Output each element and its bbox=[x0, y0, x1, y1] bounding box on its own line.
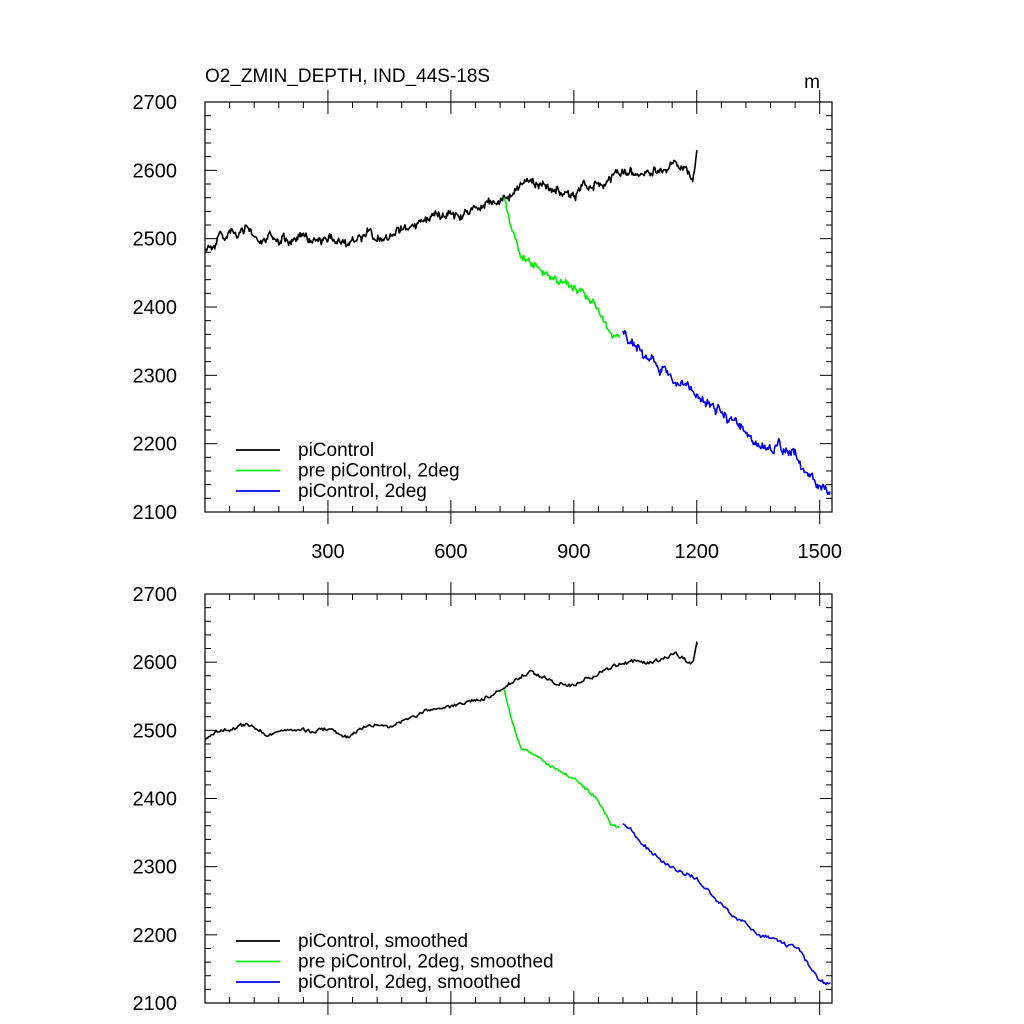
legend-label-1: pre piControl, 2deg, smoothed bbox=[298, 952, 554, 973]
legend-label-2: piControl, 2deg, smoothed bbox=[298, 972, 521, 993]
x-tick-label: 600 bbox=[434, 541, 467, 563]
y-tick-label: 2700 bbox=[133, 584, 178, 606]
y-tick-label: 2200 bbox=[133, 925, 178, 947]
y-tick-label: 2300 bbox=[133, 857, 178, 879]
y-tick-label: 2700 bbox=[133, 92, 178, 114]
legend-label-1: pre piControl, 2deg bbox=[298, 461, 460, 482]
y-tick-label: 2600 bbox=[133, 160, 178, 182]
legend-label-0: piControl bbox=[298, 440, 374, 461]
x-tick-label: 1500 bbox=[797, 541, 842, 563]
series-line-1 bbox=[503, 689, 620, 829]
bottom-panel: 2100 2200 2300 2400 2500 2600 2700 piControl, s… bbox=[133, 582, 833, 1015]
series-line-2 bbox=[622, 330, 831, 496]
series-line-2 bbox=[622, 823, 831, 986]
y-tick-label: 2100 bbox=[133, 993, 178, 1015]
x-tick-label: 1200 bbox=[675, 541, 720, 563]
chart-title: O2_ZMIN_DEPTH, IND_44S-18S bbox=[205, 66, 490, 87]
series-line-0 bbox=[204, 149, 698, 252]
series-line-1 bbox=[503, 197, 620, 340]
y-tick-label: 2500 bbox=[133, 720, 178, 742]
y-tick-label: 2600 bbox=[133, 652, 178, 674]
y-tick-label: 2400 bbox=[133, 297, 178, 319]
y-tick-label: 2400 bbox=[133, 789, 178, 811]
x-tick-label: 900 bbox=[557, 541, 590, 563]
legend-label-0: piControl, smoothed bbox=[298, 931, 468, 952]
y-tick-label: 2200 bbox=[133, 434, 178, 456]
series-line-0 bbox=[204, 641, 698, 741]
legend-label-2: piControl, 2deg bbox=[298, 481, 427, 502]
y-tick-label: 2300 bbox=[133, 365, 178, 387]
x-tick-label: 300 bbox=[311, 541, 344, 563]
y-tick-label: 2100 bbox=[133, 502, 178, 524]
units-label: m bbox=[804, 72, 820, 93]
y-tick-label: 2500 bbox=[133, 229, 178, 251]
top-panel: 2100 2200 2300 2400 2500 2600 2700 300 600 900 120… bbox=[133, 90, 842, 563]
